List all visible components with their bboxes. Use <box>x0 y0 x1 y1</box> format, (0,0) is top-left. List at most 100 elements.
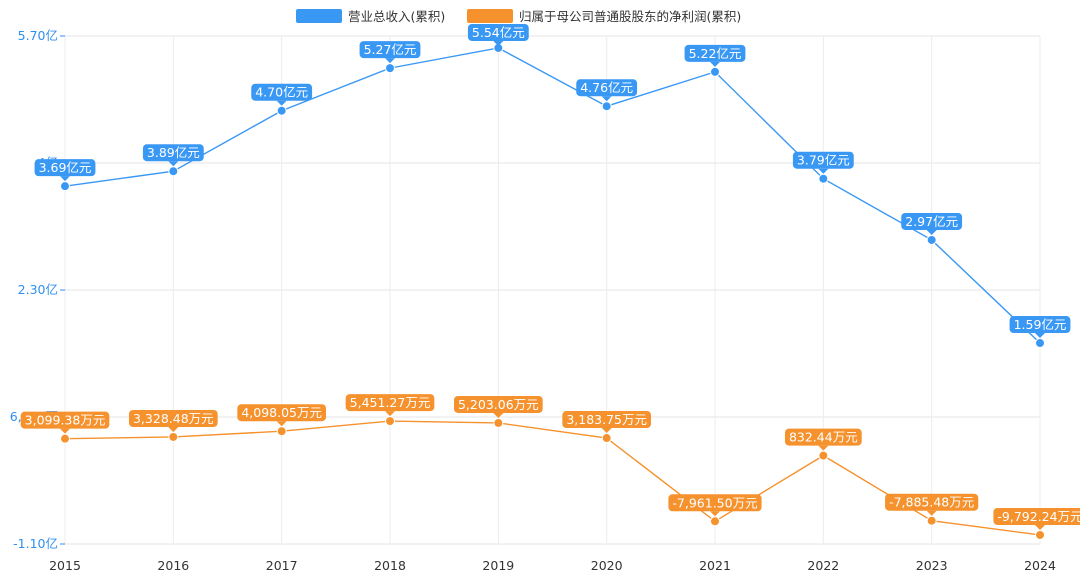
data-label-text: 3,183.75万元 <box>566 412 647 427</box>
data-label-box <box>901 212 963 230</box>
data-point[interactable] <box>818 173 829 184</box>
data-point[interactable] <box>60 433 70 444</box>
data-point[interactable] <box>926 515 937 526</box>
data-label-pointer <box>60 428 70 434</box>
data-label-text: 5.22亿元 <box>689 46 742 61</box>
data-label: 1.59亿元 <box>1009 316 1071 339</box>
data-point[interactable] <box>1035 529 1045 540</box>
data-label: 2.97亿元 <box>901 212 963 235</box>
data-label-pointer <box>276 421 287 427</box>
x-tick-label: 2016 <box>157 558 189 573</box>
data-label-text: 832.44万元 <box>789 430 858 445</box>
y-tick-label: 2.30亿 <box>18 282 58 297</box>
data-label-text: 3,099.38万元 <box>25 413 106 428</box>
data-label-pointer <box>168 161 179 167</box>
data-point[interactable] <box>276 105 287 116</box>
data-label: 3,099.38万元 <box>20 411 110 434</box>
legend-swatch-2 <box>467 9 513 23</box>
data-point[interactable] <box>601 433 612 444</box>
data-label-pointer <box>818 168 829 174</box>
data-point[interactable] <box>276 426 287 437</box>
x-tick-label: 2015 <box>49 558 81 573</box>
data-point[interactable] <box>168 431 179 442</box>
data-label-text: -7,961.50万元 <box>672 495 757 510</box>
data-label-box <box>562 411 651 429</box>
x-tick-label: 2018 <box>374 558 406 573</box>
data-label-box <box>885 493 979 511</box>
data-label-box <box>129 409 218 427</box>
series-line-2 <box>64 420 1041 536</box>
data-label: 3,183.75万元 <box>562 411 651 434</box>
data-label-pointer <box>276 100 287 106</box>
legend-label-2: 归属于母公司普通股股东的净利润(累积) <box>519 9 741 24</box>
data-label: -7,885.48万元 <box>885 493 979 516</box>
data-label-box <box>668 494 762 512</box>
y-tick-label: -1.10亿 <box>13 536 58 551</box>
data-labels: 3.69亿元 3.89亿元 4.70亿元 5.27亿元 5.54亿元 4.76亿元 5.22… <box>20 23 1080 530</box>
data-label-pointer <box>168 426 179 432</box>
data-label-text: 3.79亿元 <box>797 153 850 168</box>
data-point[interactable] <box>710 516 720 527</box>
data-label-box <box>345 394 435 412</box>
data-label-text: 3.89亿元 <box>147 145 200 160</box>
data-label-pointer <box>710 511 720 517</box>
data-label: 4.70亿元 <box>251 83 313 106</box>
data-label: 3.69亿元 <box>34 159 96 182</box>
data-point[interactable] <box>926 234 937 245</box>
legend[interactable]: 营业总收入(累积) 归属于母公司普通股股东的净利润(累积) <box>296 9 741 24</box>
data-point[interactable] <box>601 101 612 112</box>
data-label-text: 4.70亿元 <box>255 85 308 100</box>
data-label-text: 5.27亿元 <box>364 42 417 57</box>
x-tick-label: 2019 <box>482 558 514 573</box>
series-line-1 <box>64 47 1041 344</box>
data-label-pointer <box>818 445 829 451</box>
x-tick-label: 2022 <box>807 558 839 573</box>
data-point[interactable] <box>818 450 829 461</box>
data-label-box <box>993 507 1080 525</box>
data-label: 3.89亿元 <box>142 144 204 167</box>
data-label-text: -9,792.24万元 <box>997 509 1080 524</box>
data-point[interactable] <box>493 417 504 428</box>
data-label: -7,961.50万元 <box>668 494 762 517</box>
data-label-pointer <box>601 428 612 434</box>
data-point[interactable] <box>385 63 395 74</box>
data-label-text: 2.97亿元 <box>905 214 958 229</box>
data-label: 5.54亿元 <box>467 23 529 46</box>
data-label-pointer <box>1035 333 1045 339</box>
data-label-box <box>467 23 529 41</box>
data-label: 5,451.27万元 <box>345 394 435 417</box>
data-label-pointer <box>926 229 937 235</box>
grid <box>64 35 1041 545</box>
data-label: 4,098.05万元 <box>237 404 326 427</box>
x-tick-label: 2020 <box>591 558 623 573</box>
data-point[interactable] <box>710 66 720 77</box>
data-label-text: 4,098.05万元 <box>241 405 322 420</box>
data-label-pointer <box>926 510 937 516</box>
data-point[interactable] <box>60 181 70 192</box>
data-label-box <box>251 83 313 101</box>
data-label-box <box>684 44 746 62</box>
data-label-text: 5,203.06万元 <box>458 397 539 412</box>
data-point[interactable] <box>1035 338 1045 349</box>
data-label-box <box>454 395 543 413</box>
x-tick-label: 2021 <box>699 558 731 573</box>
data-label-box <box>784 428 862 446</box>
data-label: 3.79亿元 <box>792 151 854 174</box>
data-label-pointer <box>1035 524 1045 530</box>
y-tick-label: 5.70亿 <box>18 28 58 43</box>
legend-swatch-1 <box>296 9 342 23</box>
data-label-box <box>142 144 204 162</box>
x-tick-label: 2017 <box>266 558 298 573</box>
x-tick-label: 2024 <box>1024 558 1056 573</box>
data-label-pointer <box>493 412 504 418</box>
data-label-pointer <box>385 58 395 64</box>
data-label: 5,203.06万元 <box>454 395 543 418</box>
data-label: 832.44万元 <box>784 428 862 451</box>
data-label-box <box>1009 316 1071 334</box>
data-label: 5.22亿元 <box>684 44 746 67</box>
data-label-pointer <box>710 61 720 67</box>
data-label: -9,792.24万元 <box>993 507 1080 530</box>
data-point[interactable] <box>168 166 179 177</box>
data-point[interactable] <box>385 416 395 427</box>
